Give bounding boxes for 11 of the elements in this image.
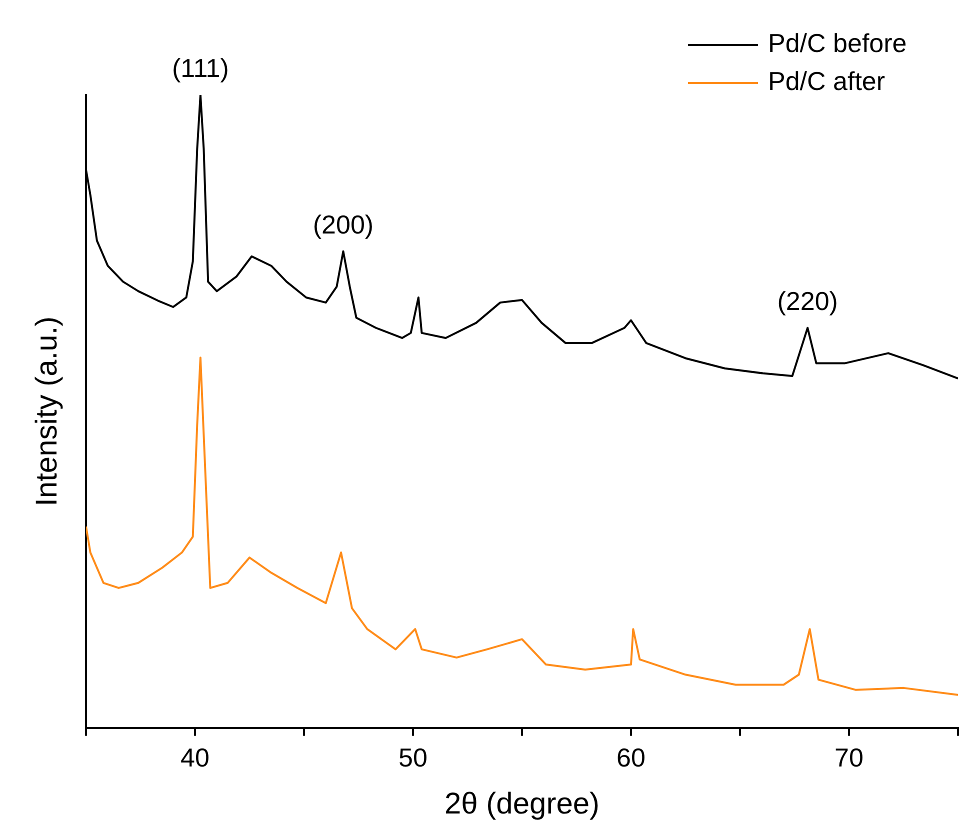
annotation: (220)	[777, 286, 838, 316]
x-tick-label: 60	[616, 742, 646, 773]
x-tick-label: 70	[834, 742, 864, 773]
annotation: (111)	[172, 53, 229, 84]
x-tick-label: 40	[180, 742, 210, 773]
annotation: (200)	[312, 209, 374, 240]
legend-label: Pd/C before	[768, 28, 907, 58]
y-axis-title: Intensity (a.u.)	[30, 316, 64, 506]
x-axis-title: 2θ (degree)	[444, 787, 600, 820]
x-tick-label: 50	[398, 742, 428, 773]
legend-label: Pd/C after	[768, 66, 886, 96]
